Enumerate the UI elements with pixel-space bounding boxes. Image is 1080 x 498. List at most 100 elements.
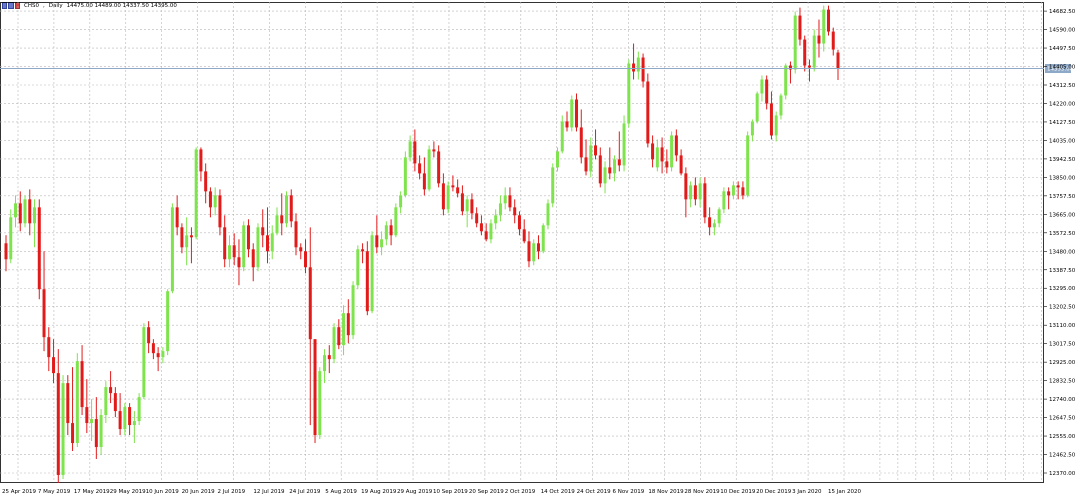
x-tick-label: 15 Jan 2020 bbox=[828, 489, 861, 495]
candle bbox=[427, 145, 431, 192]
candle bbox=[208, 187, 212, 218]
candle bbox=[679, 149, 683, 176]
candle bbox=[118, 393, 122, 436]
candle-body bbox=[361, 249, 365, 252]
timeframe-label: Daily bbox=[48, 2, 63, 9]
candle-body bbox=[703, 183, 707, 218]
candle bbox=[636, 51, 640, 80]
candle-body bbox=[560, 121, 564, 152]
candle-body bbox=[9, 217, 13, 260]
candle bbox=[294, 213, 298, 256]
candle bbox=[80, 345, 84, 416]
candle bbox=[337, 319, 341, 350]
candle bbox=[655, 139, 659, 172]
candle bbox=[717, 207, 721, 228]
candle-body bbox=[280, 215, 284, 224]
candle bbox=[161, 347, 165, 364]
candle bbox=[765, 75, 769, 110]
chart-frame bbox=[0, 2, 1044, 483]
candle bbox=[170, 203, 174, 294]
candle-body bbox=[4, 243, 8, 260]
candle-body bbox=[327, 355, 331, 360]
candle bbox=[4, 235, 8, 272]
x-tick-label: 20 Dec 2019 bbox=[756, 489, 792, 495]
current-price-line: 14395.00 bbox=[0, 64, 1074, 74]
candle-body bbox=[517, 215, 521, 230]
candle bbox=[23, 195, 27, 228]
candle-body bbox=[418, 163, 422, 174]
candle bbox=[684, 167, 688, 218]
candle-body bbox=[651, 143, 655, 160]
x-tick-label: 24 Jul 2019 bbox=[289, 489, 321, 495]
candle bbox=[85, 379, 89, 434]
candle bbox=[166, 289, 170, 356]
y-tick-label: 14590.00 bbox=[1049, 28, 1076, 34]
candle-body bbox=[465, 199, 469, 212]
y-tick-label: 13017.50 bbox=[1049, 342, 1076, 348]
candle bbox=[280, 193, 284, 236]
candle bbox=[541, 223, 545, 254]
candle-body bbox=[575, 99, 579, 128]
candle bbox=[185, 217, 189, 266]
candle-body bbox=[394, 207, 398, 236]
candle bbox=[346, 299, 350, 344]
candle-body bbox=[684, 173, 688, 200]
candle bbox=[194, 147, 198, 240]
candle-body bbox=[375, 235, 379, 248]
candle bbox=[641, 53, 645, 88]
candle bbox=[251, 243, 255, 282]
candle-body bbox=[42, 289, 46, 338]
candle bbox=[14, 195, 18, 228]
y-tick-label: 12740.00 bbox=[1049, 397, 1076, 403]
candle bbox=[703, 177, 707, 224]
candle bbox=[361, 243, 365, 264]
candle-body bbox=[727, 191, 731, 196]
candle-body bbox=[356, 249, 360, 286]
candle-body bbox=[746, 135, 750, 196]
candle bbox=[670, 131, 674, 172]
candle-body bbox=[803, 39, 807, 66]
candle-body bbox=[522, 229, 526, 242]
candle bbox=[760, 75, 764, 102]
candle-body bbox=[693, 185, 697, 200]
candle-body bbox=[109, 387, 113, 394]
candle-body bbox=[175, 207, 179, 228]
candle bbox=[99, 409, 103, 456]
candle-body bbox=[422, 173, 426, 190]
candle bbox=[52, 339, 56, 384]
candle-body bbox=[527, 241, 531, 262]
candle-body bbox=[28, 199, 32, 224]
candle-body bbox=[128, 407, 132, 426]
candle-body bbox=[99, 415, 103, 448]
candle bbox=[527, 231, 531, 268]
candle bbox=[708, 207, 712, 236]
candle bbox=[560, 115, 564, 154]
candle bbox=[42, 251, 46, 352]
candle bbox=[123, 403, 127, 436]
x-tick-label: 3 Jan 2020 bbox=[792, 489, 822, 495]
candle-body bbox=[384, 225, 388, 240]
candle bbox=[698, 177, 702, 208]
x-tick-label: 14 Oct 2019 bbox=[541, 489, 576, 495]
candle bbox=[712, 219, 716, 236]
candle-body bbox=[71, 423, 75, 444]
candle-body bbox=[413, 141, 417, 164]
candle-body bbox=[494, 215, 498, 224]
candle bbox=[313, 339, 317, 444]
candle-body bbox=[750, 121, 754, 136]
candle bbox=[370, 231, 374, 314]
candle bbox=[237, 239, 241, 286]
candle-body bbox=[66, 383, 70, 424]
candle-body bbox=[617, 159, 621, 166]
candle bbox=[375, 215, 379, 254]
candle bbox=[750, 119, 754, 142]
candle-body bbox=[722, 191, 726, 210]
candle bbox=[285, 191, 289, 228]
candle bbox=[318, 367, 322, 440]
time-axis: 25 Apr 2019 7 May 2019 17 May 2019 29 May 2… bbox=[2, 489, 861, 495]
candle-body bbox=[299, 247, 303, 252]
candle-body bbox=[655, 147, 659, 168]
candle bbox=[61, 375, 65, 480]
candle bbox=[418, 155, 422, 180]
candle-body bbox=[679, 155, 683, 174]
